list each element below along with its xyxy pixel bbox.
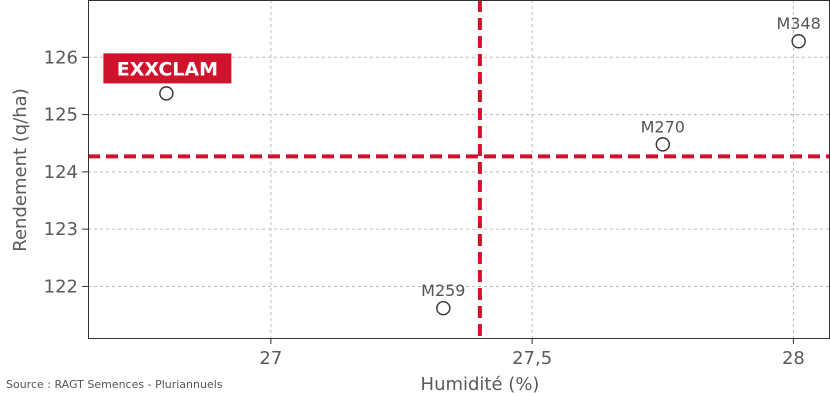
y-tick-label: 123	[44, 219, 78, 240]
point-marker	[791, 34, 806, 49]
point-label: M259	[421, 281, 465, 300]
point-marker	[159, 86, 174, 101]
x-tick-label: 27	[259, 348, 282, 369]
x-tick-label: 28	[782, 348, 805, 369]
point-marker	[436, 301, 451, 316]
y-axis-title: Rendement (q/ha)	[10, 88, 31, 251]
y-tick-label: 126	[44, 47, 78, 68]
highlight-badge	[103, 53, 232, 84]
x-tick-labels: 27 27,5 28	[259, 338, 805, 369]
y-tick-label: 124	[44, 162, 78, 183]
y-tick-label: 122	[44, 276, 78, 297]
reference-lines	[88, 0, 830, 338]
point-label: M348	[776, 14, 820, 33]
y-tick-label: 125	[44, 105, 78, 126]
x-axis-title: Humidité (%)	[421, 374, 540, 395]
y-tick-labels: 122 123 124 125 126	[44, 47, 88, 297]
source-note: Source : RAGT Semences - Pluriannuels	[6, 378, 223, 391]
grid-lines	[88, 0, 830, 338]
point-label: M270	[641, 117, 685, 136]
point-marker	[655, 137, 670, 152]
x-tick-label: 27,5	[512, 348, 552, 369]
point-label: EXXCLAM	[117, 58, 218, 80]
data-points: EXXCLAM M259 M270 M348	[103, 14, 821, 316]
